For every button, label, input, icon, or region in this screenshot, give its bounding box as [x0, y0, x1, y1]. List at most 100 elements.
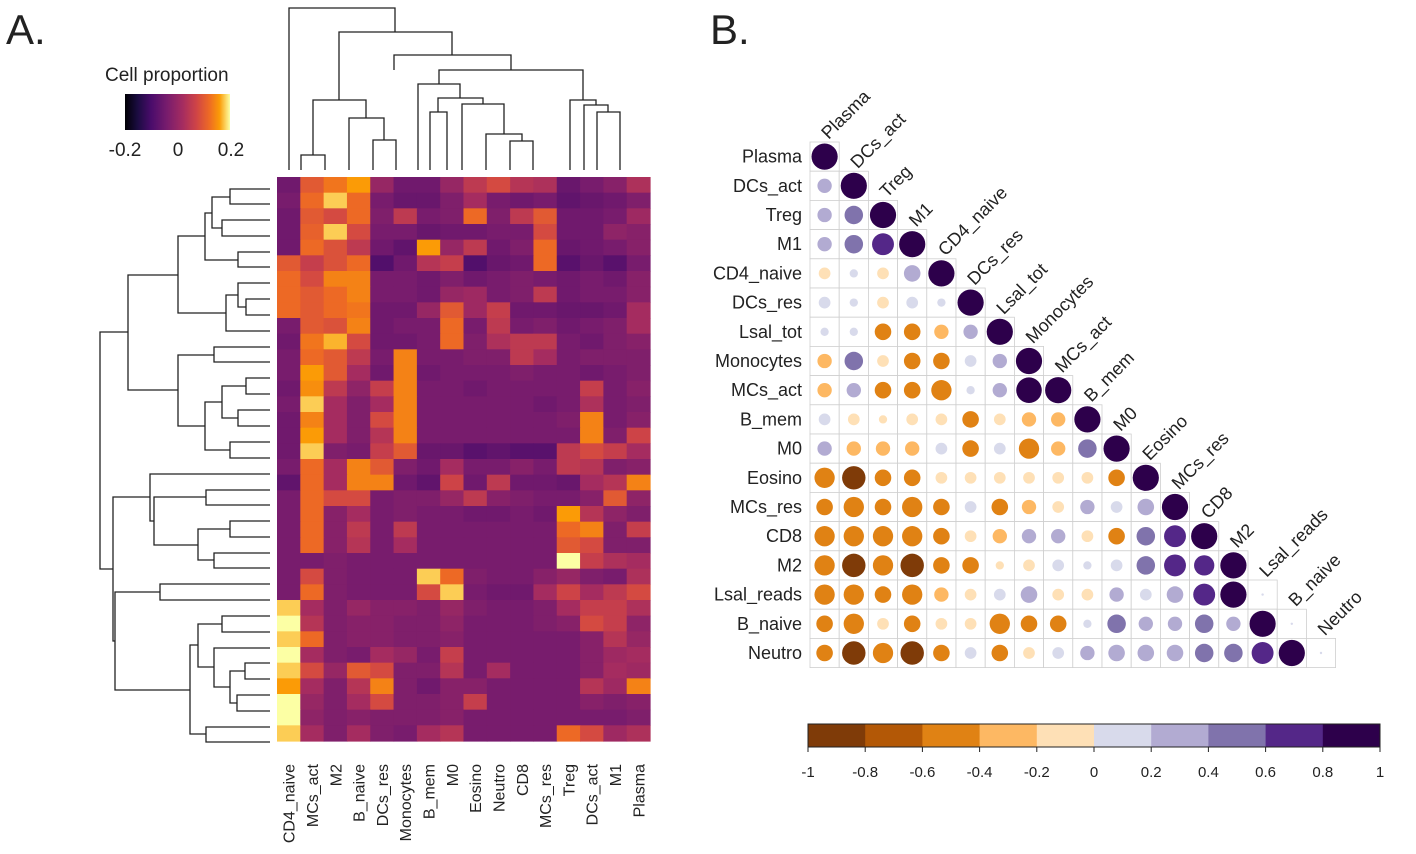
- heatmap-cell: [533, 725, 558, 742]
- panel-a-label: A.: [6, 6, 46, 53]
- correlation-colorbar: -1 -0.8 -0.6 -0.4 -0.2 0 0.2 0.4 0.6 0.8 1: [801, 723, 1384, 781]
- heatmap-cell: [277, 459, 301, 476]
- correlation-circle: [991, 644, 1009, 662]
- correlation-circle: [844, 234, 864, 254]
- correlation-circle: [964, 501, 977, 513]
- heatmap-cell: [416, 600, 441, 617]
- heatmap-cell: [556, 678, 581, 695]
- heatmap-cell: [580, 631, 604, 648]
- heatmap-cell: [626, 224, 651, 241]
- heatmap-cell: [440, 631, 465, 648]
- correlation-circle: [1080, 499, 1095, 515]
- correlation-circle: [935, 617, 948, 630]
- heatmap-cell: [463, 380, 488, 397]
- heatmap-column-label: DCs_act: [585, 763, 602, 825]
- correlation-circle: [1220, 552, 1247, 579]
- dendrogram-branch: [225, 294, 270, 332]
- correlation-circle: [934, 324, 949, 339]
- heatmap-cell: [533, 380, 558, 397]
- heatmap-cell: [626, 662, 651, 679]
- correlation-circle: [1194, 614, 1214, 634]
- heatmap-cell: [510, 239, 535, 256]
- correlation-circle: [1249, 610, 1276, 637]
- correlation-circle: [964, 471, 977, 484]
- correlation-circle: [817, 353, 832, 369]
- heatmap-cell: [300, 678, 325, 695]
- correlation-row-label: MCs_res: [730, 497, 802, 518]
- correlation-circle: [906, 413, 919, 426]
- heatmap-cell: [603, 678, 628, 695]
- heatmap-cell: [626, 647, 651, 664]
- heatmap-column-label: B_naive: [352, 764, 369, 822]
- correlation-circle: [872, 233, 894, 256]
- correlation-circle: [1021, 529, 1037, 544]
- heatmap-cell: [580, 239, 604, 256]
- heatmap-cell: [463, 615, 488, 632]
- heatmap-column-label: M0: [445, 764, 462, 786]
- heatmap-cell: [486, 662, 511, 679]
- correlation-circle: [931, 380, 952, 401]
- heatmap-cell: [556, 396, 581, 413]
- heatmap-column-label: DCs_res: [375, 764, 392, 826]
- heatmap-cell: [463, 192, 488, 209]
- correlation-circle: [843, 584, 864, 605]
- correlation-circle: [1108, 644, 1125, 662]
- heatmap-cell: [277, 302, 301, 319]
- heatmap-cell: [370, 662, 395, 679]
- heatmap-cell: [463, 694, 488, 711]
- heatmap-cell: [440, 694, 465, 711]
- correlation-circle: [1161, 493, 1189, 521]
- dendrogram-branch: [393, 54, 512, 70]
- heatmap-cell: [556, 192, 581, 209]
- heatmap-cell: [277, 443, 301, 460]
- heatmap-cell: [603, 427, 628, 444]
- heatmap-cell: [533, 286, 558, 303]
- heatmap-cell: [556, 631, 581, 648]
- heatmap-cell: [300, 600, 325, 617]
- heatmap-cell: [533, 239, 558, 256]
- heatmap-cell: [556, 224, 581, 241]
- heatmap-cell: [486, 521, 511, 538]
- heatmap-cell: [486, 490, 511, 507]
- heatmap-cell: [580, 600, 604, 617]
- correlation-circle: [964, 530, 977, 543]
- heatmap-cell: [510, 725, 535, 742]
- correlation-circle: [1224, 643, 1243, 663]
- heatmap-cell: [323, 662, 348, 679]
- heatmap-cell: [370, 568, 395, 585]
- heatmap-cell: [416, 365, 441, 382]
- heatmap-cell: [580, 521, 604, 538]
- heatmap-cell: [533, 427, 558, 444]
- heatmap-cell: [370, 349, 395, 366]
- correlation-circle: [992, 529, 1007, 544]
- correlation-circle: [847, 413, 860, 426]
- heatmap-cell: [277, 725, 301, 742]
- dendrogram-branch: [237, 409, 270, 427]
- heatmap-cell: [370, 647, 395, 664]
- heatmap-cell: [510, 302, 535, 319]
- correlation-circle: [843, 496, 864, 518]
- colorbar-segment: [808, 724, 866, 747]
- heatmap-cell: [440, 271, 465, 288]
- correlation-circle: [844, 205, 864, 225]
- heatmap-cell: [463, 521, 488, 538]
- dendrogram-branch: [300, 154, 326, 170]
- correlation-diagonal-label: M1: [905, 199, 937, 231]
- heatmap-legend-title: Cell proportion: [105, 65, 229, 86]
- correlation-circle: [902, 526, 923, 547]
- correlation-circle: [818, 267, 831, 280]
- heatmap-column-labels: CD4_naive MCs_act M2 B_naive DCs_res Monocyte…: [282, 763, 649, 843]
- heatmap-cell: [440, 662, 465, 679]
- correlation-circle: [934, 587, 949, 602]
- heatmap-cell: [533, 349, 558, 366]
- heatmap-cell: [370, 318, 395, 335]
- heatmap-cell: [393, 694, 418, 711]
- colorbar-tick-label: 1: [1376, 764, 1384, 781]
- heatmap-cell: [533, 600, 558, 617]
- heatmap-column-label: M1: [608, 764, 625, 786]
- heatmap-cell: [323, 318, 348, 335]
- heatmap-cell: [323, 678, 348, 695]
- dendrogram-branch: [211, 196, 230, 229]
- correlation-circle: [900, 641, 924, 665]
- heatmap-cell: [556, 537, 581, 554]
